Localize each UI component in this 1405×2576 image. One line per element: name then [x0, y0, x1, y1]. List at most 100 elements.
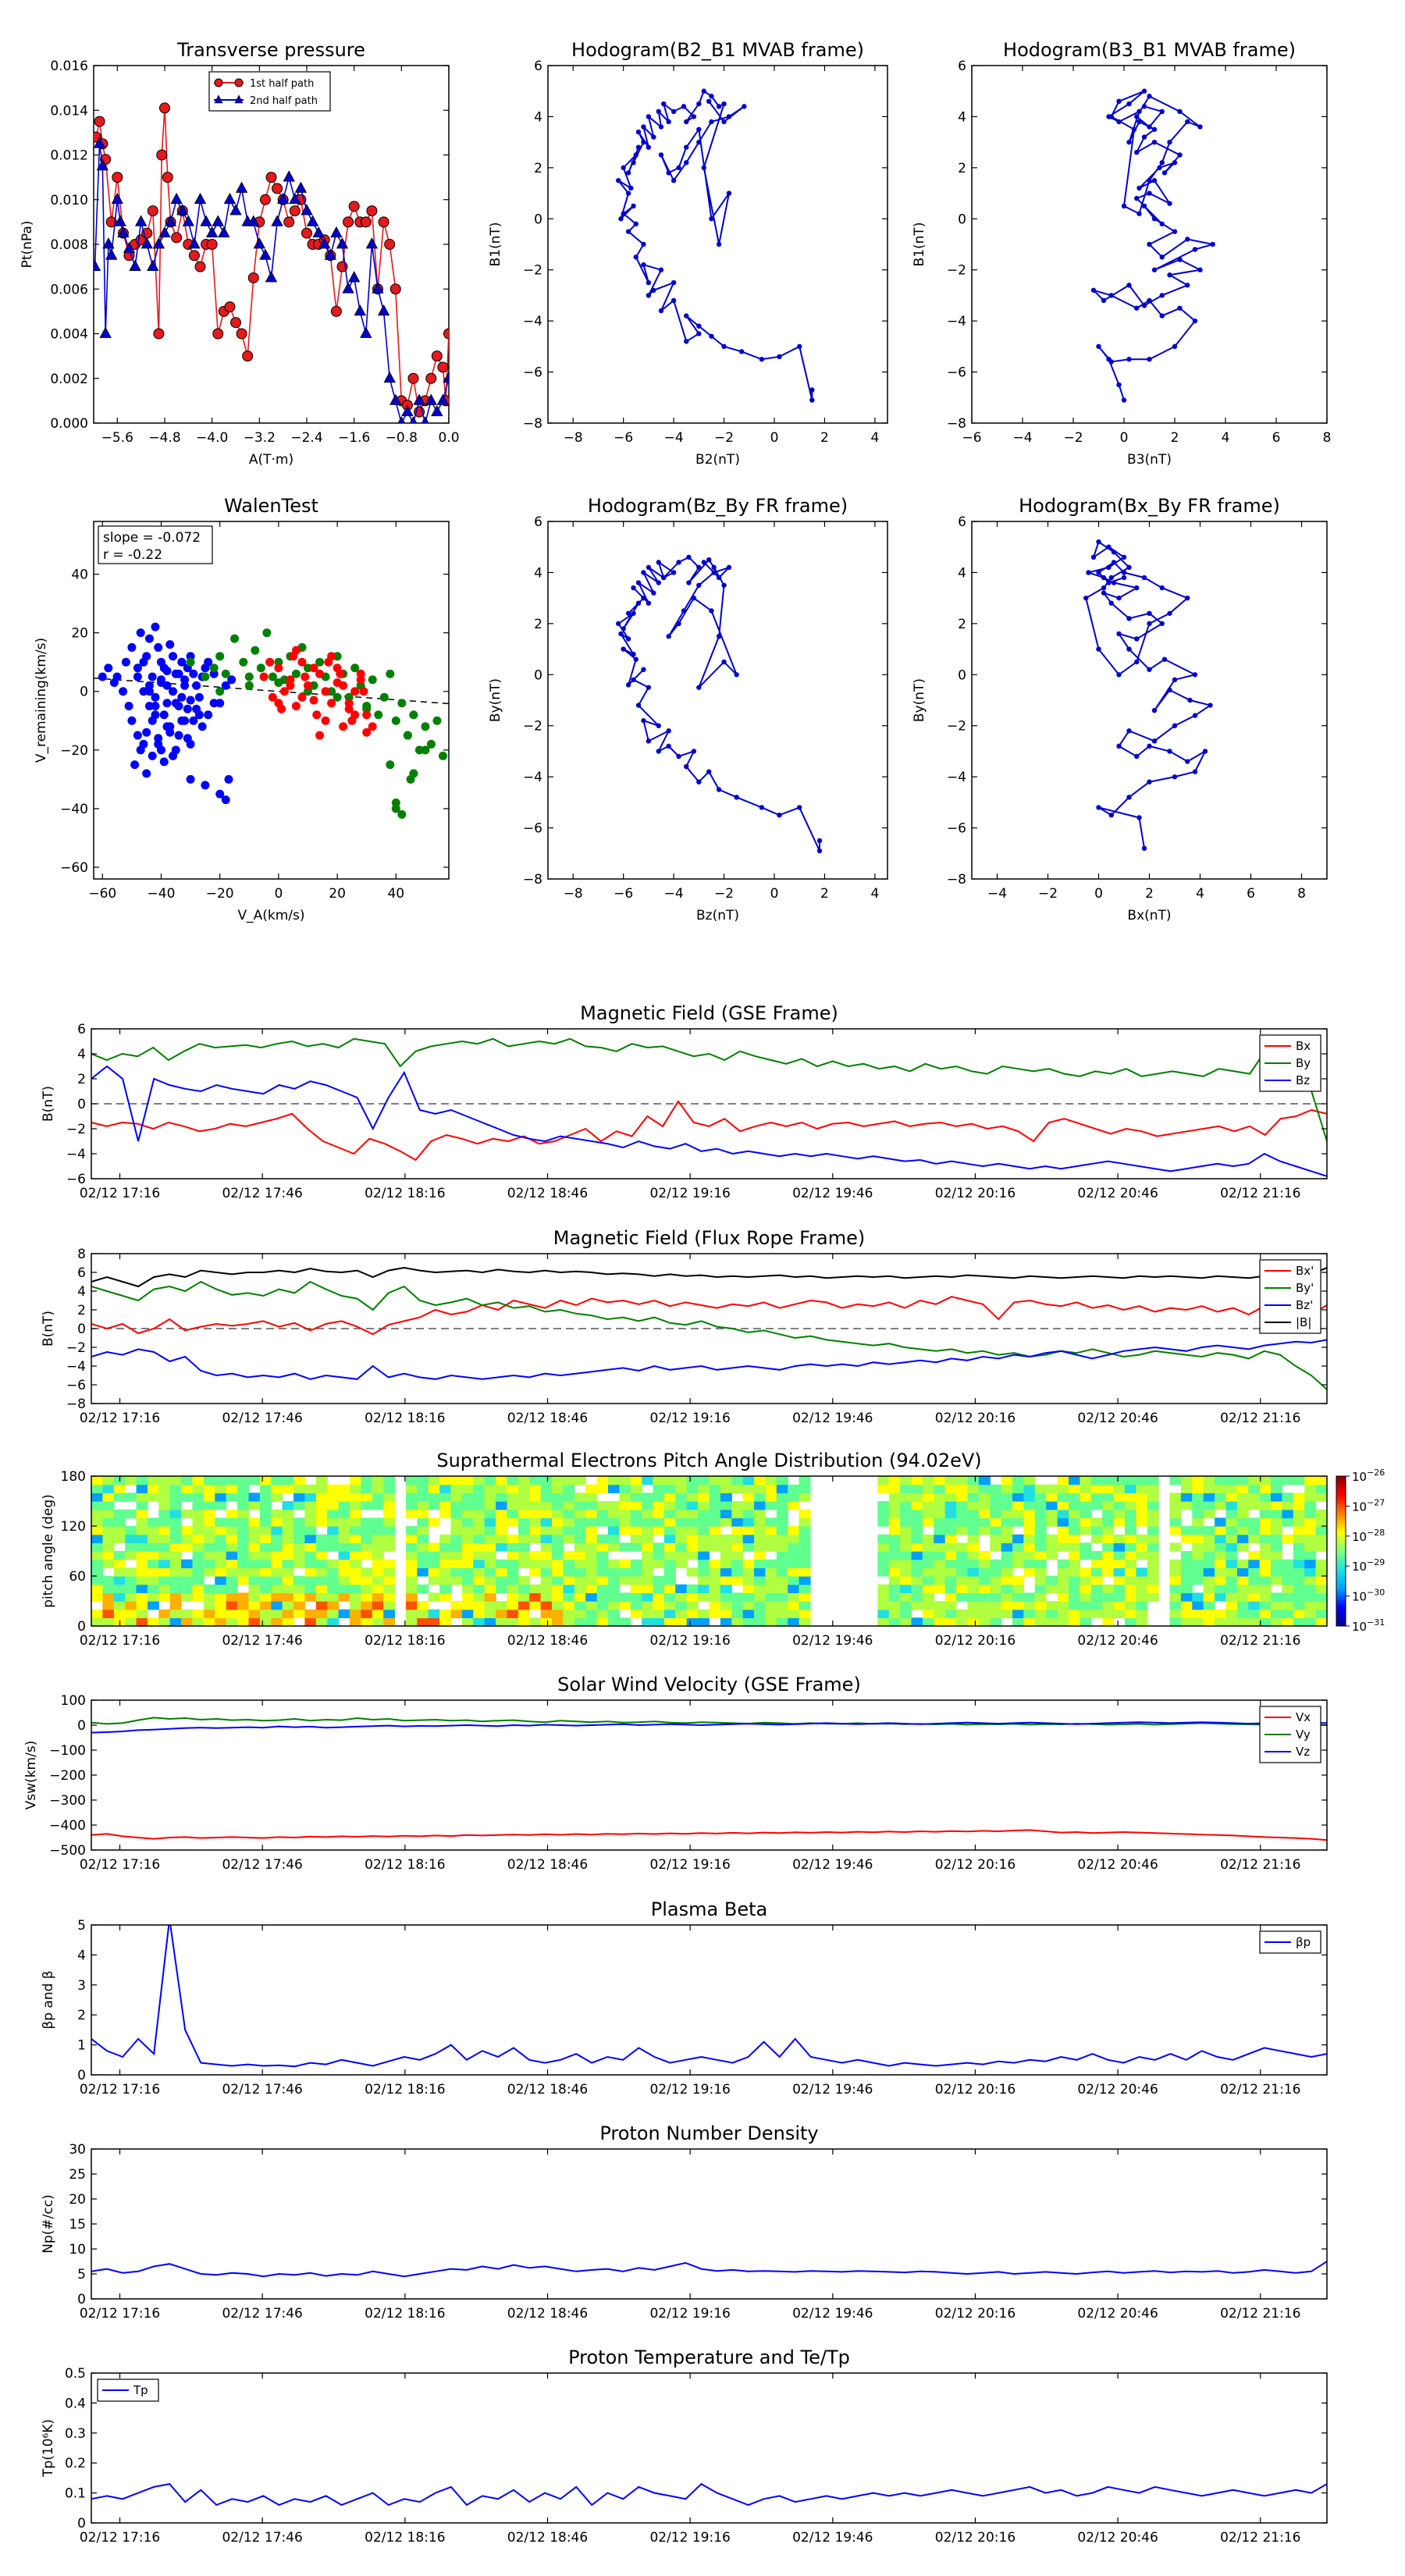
data-point — [265, 657, 275, 667]
heat-cell — [203, 1484, 215, 1493]
heat-cell — [788, 1484, 800, 1493]
heat-cell — [630, 1609, 642, 1618]
heat-cell — [663, 1584, 676, 1593]
heat-cell — [1192, 1617, 1204, 1627]
data-point — [1108, 359, 1114, 365]
heat-cell — [776, 1476, 788, 1485]
heat-cell — [315, 1542, 328, 1552]
y-tick-label: 0 — [77, 2292, 86, 2307]
x-tick-label: −4 — [664, 886, 684, 902]
heat-cell — [1125, 1584, 1136, 1593]
heat-cell — [473, 1509, 486, 1518]
x-tick-label: −4 — [987, 886, 1007, 902]
heat-cell — [1248, 1609, 1261, 1618]
heat-cell — [158, 1609, 171, 1618]
series-line-2 — [91, 1721, 1327, 1734]
data-point — [709, 94, 714, 99]
heat-cell — [226, 1592, 238, 1602]
heat-cell — [788, 1542, 800, 1552]
heat-cell — [1293, 1592, 1305, 1602]
heat-cell — [596, 1601, 609, 1610]
data-point — [309, 681, 318, 690]
heat-cell — [1113, 1551, 1126, 1560]
data-point — [1161, 170, 1168, 176]
heat-cell — [1113, 1534, 1126, 1543]
heat-cell — [1248, 1576, 1261, 1585]
heat-cell — [788, 1551, 800, 1560]
heat-cell — [799, 1534, 811, 1543]
heat-cell — [585, 1567, 598, 1577]
heat-cell — [1248, 1484, 1261, 1493]
heat-cell — [136, 1509, 148, 1518]
heat-cell — [271, 1576, 283, 1585]
heat-cell — [1203, 1493, 1215, 1502]
heat-cell — [529, 1517, 542, 1527]
legend: βp — [1259, 1930, 1321, 1954]
plot-area — [1083, 539, 1213, 851]
heat-cell — [461, 1551, 474, 1560]
chart-title: Hodogram(B3_B1 MVAB frame) — [1003, 39, 1296, 61]
heat-cell — [1259, 1509, 1272, 1518]
data-point — [171, 745, 180, 755]
x-tick-label: 02/12 21:16 — [1220, 1186, 1300, 1201]
heat-cell — [720, 1609, 732, 1618]
heat-cell — [585, 1526, 598, 1535]
data-point — [684, 313, 689, 318]
heat-cell — [653, 1476, 665, 1485]
heat-cell — [148, 1484, 159, 1493]
data-point — [1116, 595, 1122, 601]
heat-cell — [350, 1542, 361, 1552]
heat-cell — [540, 1509, 553, 1518]
x-tick-label: 0.0 — [438, 430, 459, 446]
heat-cell — [731, 1609, 744, 1618]
y-tick-label: 5 — [77, 2267, 86, 2282]
heat-cell — [663, 1534, 676, 1543]
data-point — [336, 237, 349, 249]
heat-cell — [136, 1534, 148, 1543]
heat-cell — [1034, 1534, 1047, 1543]
heat-cell — [1034, 1584, 1047, 1593]
heat-cell — [765, 1617, 777, 1627]
heat-cell — [630, 1501, 642, 1510]
heat-cell — [148, 1592, 159, 1602]
heat-cell — [450, 1601, 463, 1610]
heat-cell — [315, 1592, 328, 1602]
heat-cell — [259, 1551, 272, 1560]
data-point — [176, 204, 189, 215]
data-point — [1159, 221, 1165, 227]
heat-cell — [507, 1592, 519, 1602]
heat-cell — [742, 1584, 755, 1593]
heat-cell — [361, 1526, 373, 1535]
series-line-2 — [91, 1065, 1327, 1177]
heat-cell — [1034, 1567, 1047, 1577]
heat-cell — [282, 1501, 294, 1510]
data-point — [301, 227, 312, 239]
data-point — [706, 98, 712, 104]
heat-cell — [158, 1501, 171, 1510]
heat-cell — [259, 1559, 272, 1568]
heat-cell — [1203, 1551, 1215, 1560]
heat-cell — [911, 1484, 923, 1493]
chart-title: WalenTest — [224, 495, 318, 517]
heat-cell — [731, 1617, 744, 1627]
heat-cell — [383, 1526, 396, 1535]
heat-cell — [372, 1567, 384, 1577]
data-point — [159, 102, 170, 114]
heat-cell — [1304, 1567, 1317, 1577]
heat-cell — [765, 1609, 777, 1618]
heat-cell — [754, 1534, 767, 1543]
y-tick-label: 0.012 — [50, 148, 88, 164]
data-point — [201, 672, 210, 681]
heat-cell — [1225, 1567, 1238, 1577]
heat-cell — [877, 1509, 890, 1518]
data-point — [656, 723, 661, 728]
heat-cell — [315, 1584, 328, 1593]
heat-cell — [934, 1534, 946, 1543]
heat-cell — [731, 1501, 744, 1510]
data-point — [666, 728, 671, 734]
heat-cell — [709, 1559, 721, 1568]
heat-cell — [192, 1534, 205, 1543]
heat-cell — [776, 1542, 788, 1552]
data-point — [696, 323, 702, 329]
